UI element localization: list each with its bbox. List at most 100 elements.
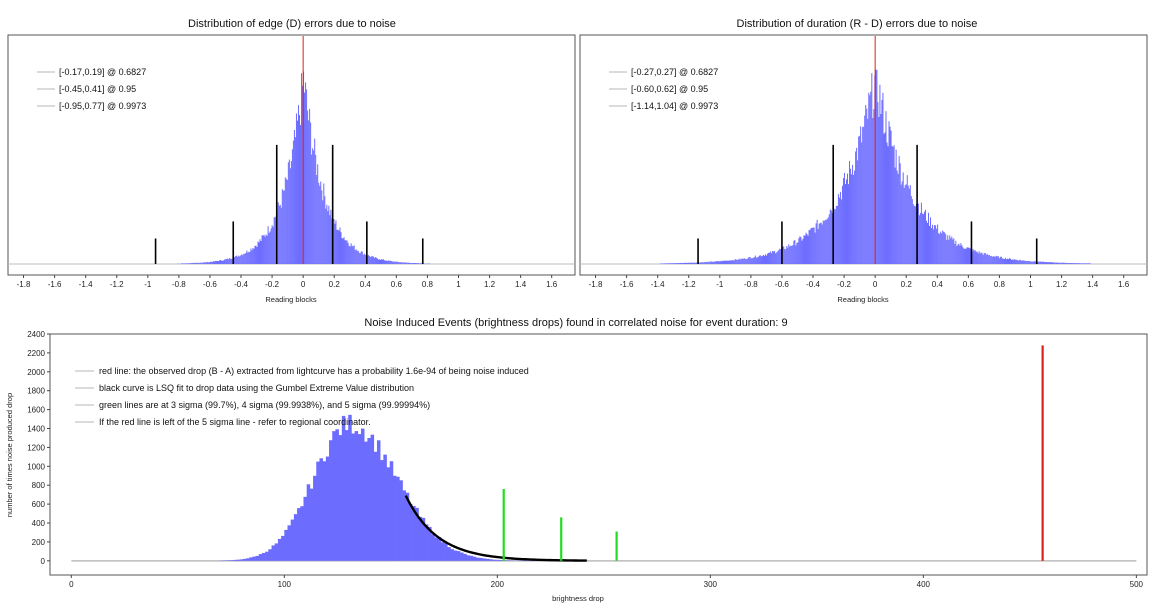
histogram-bar (177, 263, 178, 264)
histogram-bar (254, 246, 255, 264)
histogram-bar (1026, 261, 1027, 264)
histogram-bar (780, 249, 781, 264)
histogram-bar (233, 560, 237, 561)
histogram-bar (729, 260, 730, 264)
histogram-bar (383, 455, 387, 561)
histogram-bar (976, 252, 977, 264)
histogram-bar (835, 209, 836, 264)
histogram-bar (977, 252, 978, 264)
noise-x-axis-label: brightness drop (552, 594, 604, 603)
histogram-bar (700, 262, 701, 264)
histogram-bar (310, 123, 311, 264)
histogram-bar (1045, 262, 1046, 264)
histogram-bar (191, 263, 192, 264)
x-tick-label: -0.6 (203, 280, 217, 289)
histogram-bar (759, 256, 760, 264)
histogram-bar (733, 260, 734, 264)
histogram-bar (762, 256, 763, 264)
histogram-bar (881, 100, 882, 264)
histogram-bar (351, 433, 355, 560)
histogram-bar (801, 241, 802, 264)
histogram-bar (1028, 261, 1029, 264)
histogram-bar (742, 259, 743, 264)
histogram-bar (396, 477, 400, 561)
histogram-bar (249, 252, 250, 264)
histogram-bar (255, 245, 256, 264)
histogram-bar (473, 557, 477, 561)
histogram-bar (338, 231, 339, 264)
histogram-bar (316, 462, 320, 561)
histogram-bar (941, 233, 942, 264)
histogram-bar (274, 217, 275, 264)
histogram-bar (377, 440, 381, 561)
histogram-bar (696, 263, 697, 265)
histogram-bar (380, 260, 381, 264)
histogram-bar (328, 206, 329, 264)
histogram-bar (463, 554, 467, 561)
histogram-bar (928, 213, 929, 264)
histogram-bar (890, 127, 891, 264)
histogram-bar (383, 259, 384, 264)
histogram-bar (799, 236, 800, 264)
histogram-bar (358, 434, 362, 561)
histogram-bar (991, 256, 992, 264)
histogram-bar (974, 251, 975, 264)
histogram-bar (913, 204, 914, 264)
histogram-bar (390, 261, 391, 264)
histogram-bar (965, 249, 966, 264)
duration-x-axis-label: Reading blocks (837, 295, 889, 304)
histogram-bar (952, 239, 953, 264)
histogram-bar (745, 259, 746, 264)
histogram-bar (361, 429, 365, 561)
histogram-bar (905, 185, 906, 264)
histogram-bar (680, 263, 681, 264)
histogram-bar (307, 111, 308, 264)
histogram-bar (1089, 263, 1090, 264)
y-tick-label: 1400 (27, 425, 45, 434)
histogram-bar (798, 238, 799, 264)
histogram-bar (685, 263, 686, 264)
histogram-bar (322, 200, 323, 264)
histogram-bar (753, 258, 754, 264)
histogram-bar (970, 248, 971, 264)
histogram-bar (817, 220, 818, 264)
histogram-bar (670, 263, 671, 264)
histogram-bar (849, 161, 850, 264)
histogram-bar (813, 228, 814, 264)
edge-legend-item: [-0.45,0.41] @ 0.95 (59, 84, 136, 94)
x-tick-label: 100 (278, 580, 292, 589)
histogram-bar (257, 241, 258, 264)
histogram-bar (486, 559, 490, 561)
histogram-bar (768, 253, 769, 264)
histogram-bar (376, 258, 377, 264)
histogram-bar (660, 263, 661, 264)
histogram-bar (1031, 262, 1032, 264)
x-tick-label: 0.6 (963, 280, 975, 289)
histogram-bar (776, 252, 777, 264)
x-tick-label: -1 (144, 280, 152, 289)
histogram-bar (419, 263, 420, 264)
histogram-bar (675, 263, 676, 264)
histogram-bar (241, 254, 242, 264)
histogram-bar (716, 261, 717, 264)
histogram-bar (747, 259, 748, 264)
histogram-bar (352, 246, 353, 264)
histogram-bar (847, 174, 848, 264)
histogram-bar (934, 225, 935, 264)
histogram-bar (765, 254, 766, 264)
histogram-bar (284, 190, 285, 264)
histogram-bar (256, 247, 257, 264)
histogram-bar (738, 260, 739, 264)
histogram-bar (1051, 262, 1052, 264)
histogram-bar (1042, 262, 1043, 264)
histogram-bar (931, 228, 932, 264)
histogram-bar (291, 161, 292, 264)
histogram-bar (393, 261, 394, 264)
histogram-bar (820, 223, 821, 264)
histogram-bar (796, 243, 797, 264)
histogram-bar (887, 143, 888, 264)
histogram-bar (693, 263, 694, 264)
histogram-bar (313, 476, 317, 561)
histogram-bar (806, 233, 807, 264)
